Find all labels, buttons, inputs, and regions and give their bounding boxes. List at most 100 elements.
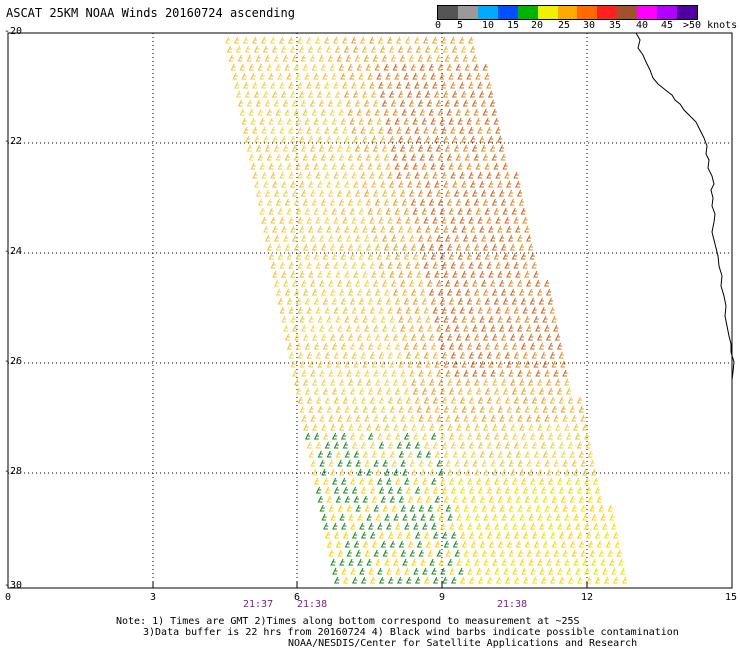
wind-barb: [385, 252, 391, 260]
wind-barb: [430, 72, 436, 80]
wind-barb: [306, 396, 312, 404]
wind-barb: [422, 36, 429, 44]
wind-barb: [319, 324, 325, 332]
wind-barb: [522, 351, 528, 359]
wind-barb: [409, 369, 415, 377]
wind-barb: [383, 63, 389, 71]
wind-barb: [383, 198, 389, 206]
wind-barb: [371, 540, 377, 548]
wind-barb: [337, 549, 343, 557]
wind-barb: [374, 333, 381, 341]
wind-barb: [425, 180, 431, 188]
wind-barb: [255, 189, 262, 197]
wind-barb: [486, 576, 493, 584]
wind-barb: [346, 414, 352, 422]
wind-barb: [340, 162, 346, 170]
wind-barb: [306, 351, 312, 359]
wind-barb: [426, 234, 433, 242]
legend-tick: 45: [661, 20, 674, 31]
wind-barb: [333, 396, 339, 404]
wind-barb: [564, 468, 570, 476]
wind-barb: [331, 72, 337, 80]
wind-barb: [436, 369, 442, 377]
wind-barb: [277, 207, 283, 215]
wind-barb: [315, 441, 321, 449]
wind-barb: [498, 189, 505, 197]
wind-barb: [515, 540, 521, 548]
wind-barb: [509, 198, 515, 206]
wind-barb: [459, 396, 465, 404]
wind-barb: [340, 477, 347, 485]
wind-barb: [320, 63, 326, 71]
wind-barb: [473, 333, 480, 341]
wind-barb: [300, 54, 306, 62]
wind-barb: [383, 378, 390, 386]
wind-barb: [468, 486, 475, 494]
wind-barb: [482, 108, 488, 116]
wind-barb: [426, 144, 433, 152]
wind-barb: [522, 396, 528, 404]
wind-barb: [515, 225, 521, 233]
wind-barb: [261, 171, 267, 179]
wind-barb: [524, 225, 530, 233]
wind-barb: [350, 522, 356, 530]
wind-barb: [402, 423, 408, 431]
wind-barb: [428, 333, 435, 341]
wind-barb: [349, 342, 356, 350]
wind-barb: [370, 135, 377, 143]
wind-barb: [344, 540, 350, 548]
wind-barb: [273, 144, 280, 152]
wind-barb: [284, 288, 291, 296]
wind-barb: [333, 216, 339, 224]
wind-barb: [486, 216, 492, 224]
wind-barb: [317, 180, 323, 188]
wind-barb: [414, 306, 420, 314]
wind-barb: [332, 522, 338, 530]
wind-barb: [515, 180, 521, 188]
wind-barb: [300, 279, 307, 287]
wind-barb: [310, 414, 316, 422]
wind-barb: [407, 495, 413, 503]
wind-barb: [353, 270, 359, 278]
wind-barb: [556, 387, 563, 395]
wind-barb: [362, 360, 368, 368]
wind-barb: [349, 477, 356, 485]
wind-barb: [414, 261, 420, 269]
wind-barb: [363, 279, 370, 287]
wind-barb: [374, 378, 381, 386]
wind-barb: [574, 432, 581, 440]
wind-barb: [412, 72, 418, 80]
wind-barb: [320, 288, 327, 296]
wind-barb: [322, 477, 329, 485]
wind-barb: [383, 153, 389, 161]
wind-barb: [360, 306, 366, 314]
wind-barb: [290, 270, 296, 278]
wind-barb: [419, 333, 426, 341]
wind-barb: [323, 522, 329, 530]
wind-barb: [304, 432, 311, 440]
wind-barb: [403, 117, 409, 125]
wind-barb: [293, 153, 299, 161]
wind-barb: [393, 513, 399, 521]
wind-barb: [421, 342, 428, 350]
wind-barb: [277, 297, 283, 305]
wind-barb: [390, 144, 397, 152]
wind-barb: [464, 63, 470, 71]
wind-barb: [335, 360, 341, 368]
wind-barb: [400, 504, 406, 512]
wind-barb: [367, 117, 373, 125]
wind-barb: [414, 486, 421, 494]
wind-barb: [325, 135, 332, 143]
wind-barb: [330, 558, 336, 566]
x-axis-label: 12: [581, 592, 594, 603]
wind-barb: [319, 504, 325, 512]
y-axis-label: -30: [4, 580, 23, 591]
wind-barb: [307, 135, 314, 143]
wind-barb: [519, 468, 525, 476]
wind-barb: [327, 279, 334, 287]
wind-barb: [508, 324, 514, 332]
wind-barb: [286, 117, 292, 125]
wind-barb: [529, 297, 535, 305]
wind-barb: [448, 297, 454, 305]
wind-barb: [484, 117, 490, 125]
